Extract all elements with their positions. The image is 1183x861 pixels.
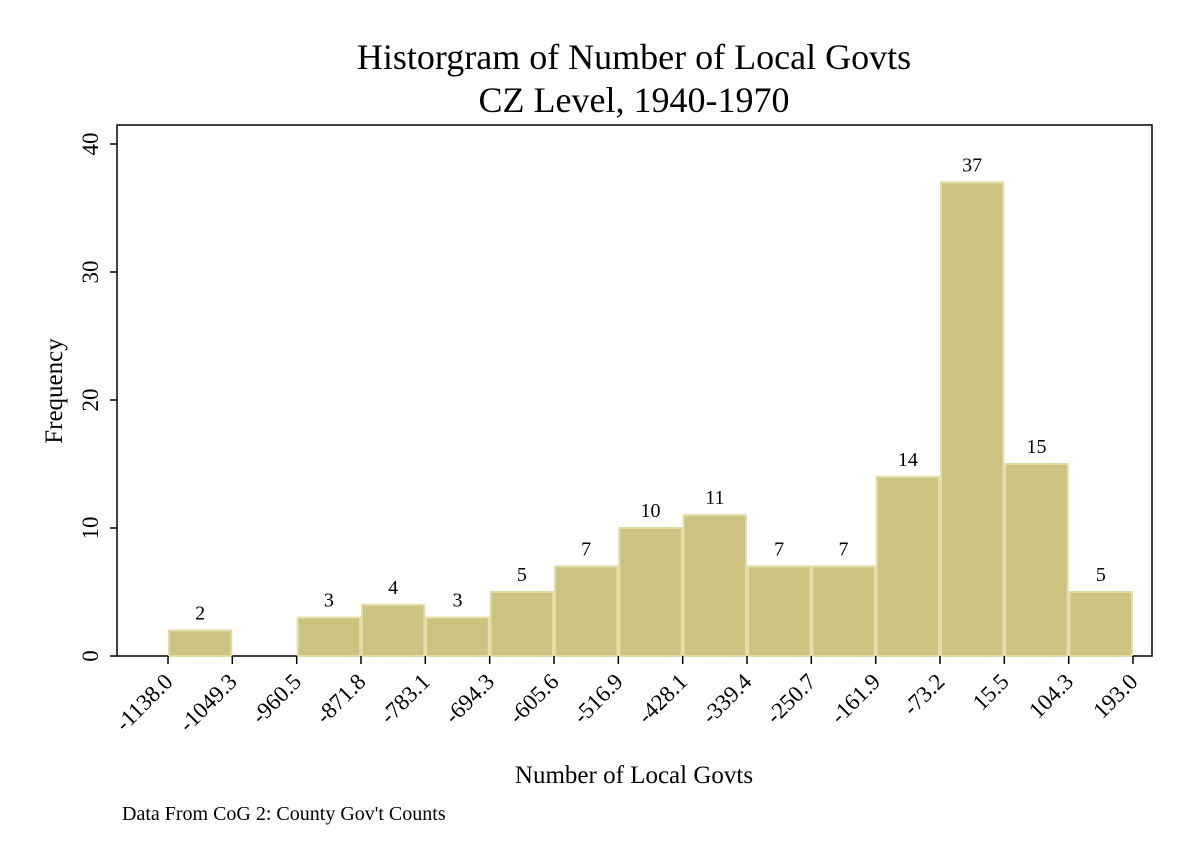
histogram-bar: [682, 514, 748, 658]
x-tick-label: -428.1: [633, 669, 693, 729]
bar-value-label: 3: [453, 590, 463, 612]
y-axis: 0 10 20 30 40: [78, 133, 117, 662]
histogram-bar: [875, 475, 941, 657]
bar-labels-layer: 2 3 4 3 5 7 10 11 7 7 14 37 15 5: [195, 154, 1106, 624]
y-tick-label: 20: [78, 389, 103, 412]
histogram-bar: [554, 565, 619, 658]
x-tick-label: -516.9: [568, 669, 628, 729]
x-axis: -1138.0-1049.3 -960.5 -871.8 -783.1 -694.3 -6…: [110, 656, 1143, 737]
x-tick-label: -161.9: [826, 669, 886, 729]
bar-value-label: 11: [705, 487, 724, 509]
histogram-bar: [618, 527, 683, 657]
histogram-bar: [940, 181, 1005, 657]
bar-value-label: 4: [388, 577, 398, 599]
histogram-bar: [1004, 463, 1069, 657]
x-tick-label: -1138.0: [110, 669, 177, 736]
x-tick-label: -1049.3: [174, 669, 242, 737]
bars-layer: [168, 181, 1133, 658]
y-tick-label: 10: [78, 517, 103, 540]
histogram-bar: [296, 616, 361, 657]
x-tick-label: 104.3: [1024, 669, 1078, 723]
y-axis-title: Frequency: [41, 338, 68, 444]
histogram-bar: [747, 565, 812, 658]
x-tick-label: -250.7: [761, 669, 821, 729]
histogram-bar: [425, 616, 490, 657]
x-tick-label: -960.5: [247, 669, 307, 729]
x-tick-label: -694.3: [440, 669, 500, 729]
bar-value-label: 7: [774, 538, 784, 560]
y-tick-label: 30: [78, 261, 103, 284]
bar-value-label: 2: [195, 602, 205, 624]
x-tick-label: -73.2: [898, 669, 950, 721]
bar-value-label: 5: [517, 564, 527, 586]
chart-title: Historgram of Number of Local Govts: [357, 37, 911, 77]
bar-value-label: 5: [1096, 564, 1106, 586]
source-note: Data From CoG 2: County Gov't Counts: [122, 803, 446, 825]
histogram-bar: [489, 591, 554, 657]
x-tick-label: 193.0: [1088, 669, 1142, 723]
bar-value-label: 7: [581, 538, 591, 560]
chart-subtitle: CZ Level, 1940-1970: [479, 80, 790, 120]
x-tick-label: -339.4: [697, 669, 757, 729]
bar-value-label: 14: [898, 449, 918, 471]
y-tick-label: 0: [78, 650, 103, 662]
histogram-bar: [168, 629, 233, 658]
bar-value-label: 10: [641, 500, 661, 522]
histogram-bar: [1068, 591, 1133, 657]
bar-value-label: 37: [962, 154, 982, 176]
x-tick-label: -871.8: [311, 669, 371, 729]
x-tick-label: -783.1: [375, 669, 435, 729]
x-tick-label: -605.6: [504, 669, 564, 729]
histogram-bar: [811, 565, 876, 658]
bar-value-label: 15: [1027, 436, 1047, 458]
bar-value-label: 3: [324, 590, 334, 612]
x-tick-label: 15.5: [968, 669, 1014, 715]
bar-value-label: 7: [839, 538, 849, 560]
histogram-bar: [361, 603, 426, 657]
x-axis-title: Number of Local Govts: [515, 762, 753, 789]
y-tick-label: 40: [78, 133, 103, 156]
